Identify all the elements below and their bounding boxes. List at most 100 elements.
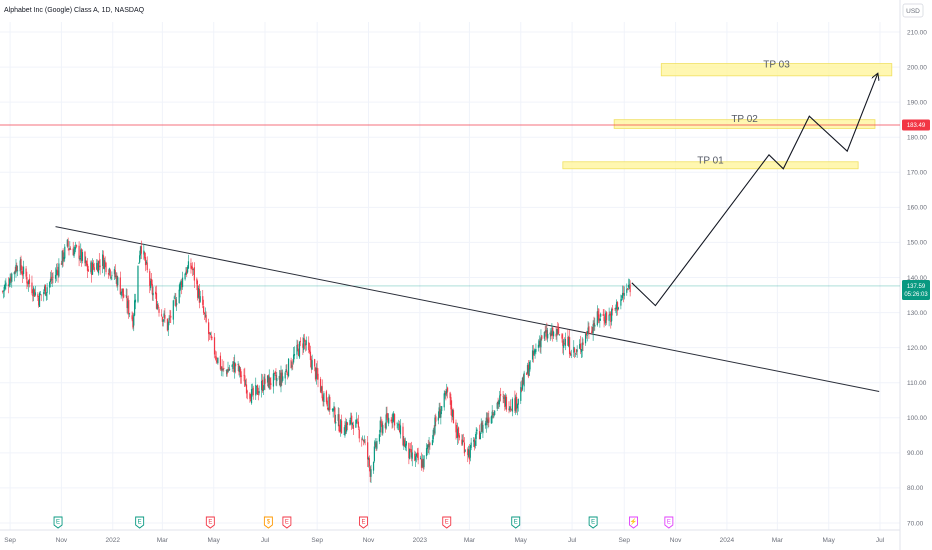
earnings-event-marker[interactable]: E: [664, 516, 674, 529]
event-badge-label: $: [267, 520, 271, 526]
grid: [0, 0, 901, 550]
candle-body: [422, 459, 424, 469]
candle-body: [579, 344, 581, 349]
candle-body: [270, 383, 272, 385]
earnings-event-marker[interactable]: E: [511, 516, 521, 529]
candle-body: [120, 291, 122, 296]
candle-body: [334, 407, 336, 423]
x-tick-label: 2024: [720, 537, 735, 544]
event-badge-icon: [282, 516, 292, 529]
candle-body: [155, 291, 157, 295]
candle-body: [563, 343, 566, 345]
candle-body: [168, 317, 170, 321]
candle-body: [409, 448, 411, 459]
candle-body: [317, 373, 319, 380]
earnings-event-marker[interactable]: E: [53, 516, 63, 529]
candle-body: [263, 376, 265, 390]
candle-body: [181, 277, 184, 288]
candle-body: [164, 315, 166, 319]
earnings-event-marker[interactable]: E: [205, 516, 215, 529]
candle-body: [526, 365, 529, 374]
event-badge-icon: [205, 516, 215, 529]
earnings-event-marker[interactable]: ⚡: [629, 516, 638, 529]
candle-body: [557, 328, 559, 330]
target-zone-box[interactable]: [613, 119, 876, 129]
candle-body: [233, 362, 235, 372]
candle-body: [192, 268, 194, 271]
candle-body: [61, 250, 63, 265]
candle-body: [323, 393, 325, 403]
candle-body: [428, 444, 430, 448]
candle-body: [439, 409, 441, 418]
candle-body: [98, 260, 100, 264]
candles: [1, 237, 631, 484]
candle-body: [564, 339, 566, 346]
candle-body: [173, 297, 175, 299]
event-badge-label: E: [361, 520, 365, 526]
candle-body: [411, 452, 413, 459]
candle-body: [504, 395, 506, 408]
candle-body: [457, 428, 459, 438]
candle-body: [396, 423, 398, 424]
earnings-event-marker[interactable]: E: [135, 516, 145, 529]
candle-body: [172, 300, 174, 320]
x-tick-label: May: [515, 537, 528, 544]
candle-body: [5, 282, 7, 286]
target-zone-box[interactable]: [562, 161, 859, 170]
candle-body: [331, 408, 333, 410]
price-axis: USD 210.00 200.00 190.00 180.00 170.00 160.00 1…: [902, 3, 930, 527]
candle-body: [273, 373, 275, 374]
currency-button[interactable]: [902, 3, 924, 18]
candle-body: [60, 263, 63, 265]
candle-body: [55, 269, 57, 276]
candle-body: [99, 265, 101, 268]
candle-body: [468, 449, 470, 457]
candle-body: [363, 440, 365, 442]
earnings-event-marker[interactable]: E: [358, 516, 368, 529]
candle-body: [340, 419, 342, 431]
trendline[interactable]: [55, 226, 880, 392]
candle-body: [197, 288, 200, 298]
earnings-event-marker[interactable]: E: [588, 516, 598, 529]
earnings-event-marker[interactable]: $: [263, 516, 273, 529]
candle-body: [432, 429, 434, 440]
candle-body: [622, 292, 625, 295]
earnings-event-marker[interactable]: E: [442, 516, 452, 529]
candle-body: [456, 432, 458, 439]
candle-body: [157, 304, 159, 308]
x-tick-label: 2023: [413, 537, 428, 544]
x-tick-label: Sep: [618, 537, 630, 544]
candle-body: [491, 411, 493, 418]
candle-body: [192, 269, 195, 270]
candle-body: [46, 287, 48, 293]
earnings-event-marker[interactable]: E: [282, 516, 292, 529]
candle-body: [269, 377, 271, 385]
target-zone-box[interactable]: [660, 63, 893, 77]
candle-body: [190, 262, 192, 269]
candle-body: [314, 367, 317, 380]
candle-body: [234, 361, 236, 372]
candle-body: [405, 441, 407, 446]
candle-body: [611, 308, 614, 311]
candle-body: [250, 399, 252, 402]
candle-body: [337, 414, 339, 421]
candle-body: [123, 294, 125, 298]
candle-body: [443, 393, 445, 408]
candle-body: [203, 312, 206, 314]
candle-body: [166, 318, 169, 331]
y-tick-label: 110.00: [907, 380, 927, 387]
x-tick-label: Sep: [311, 537, 323, 544]
candle-body: [580, 349, 582, 353]
candle-body: [284, 372, 286, 379]
candle-body: [103, 260, 105, 270]
candle-body: [113, 269, 116, 275]
candle-body: [176, 303, 178, 305]
candle-body: [174, 298, 176, 299]
candle-body: [93, 267, 95, 271]
candle-body: [549, 332, 551, 335]
candle-body: [107, 273, 110, 275]
horizontal-lines: [0, 124, 900, 287]
projection-path[interactable]: [631, 74, 878, 307]
candle-body: [464, 450, 466, 452]
